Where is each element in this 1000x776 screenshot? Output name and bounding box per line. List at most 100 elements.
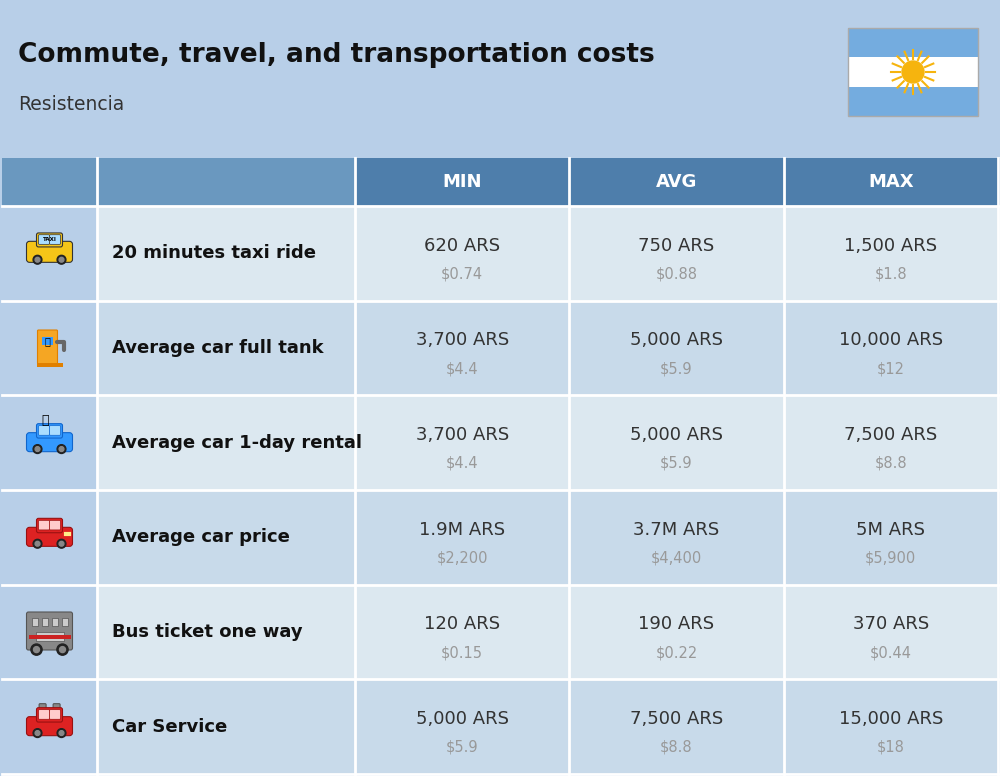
Bar [2,584,97,679]
Circle shape [57,539,66,548]
Text: Resistencia: Resistencia [18,95,124,114]
Circle shape [31,644,42,655]
Bar [2,300,1000,395]
Text: 1,500 ARS: 1,500 ARS [844,237,937,255]
Text: $5.9: $5.9 [660,362,693,376]
Text: 370 ARS: 370 ARS [853,615,929,633]
FancyBboxPatch shape [53,704,60,718]
FancyBboxPatch shape [39,704,46,718]
Bar [2,300,97,395]
Text: 3,700 ARS: 3,700 ARS [416,331,509,349]
Bar [2,395,1000,490]
Text: 620 ARS: 620 ARS [424,237,500,255]
Bar [848,87,978,116]
Text: 190 ARS: 190 ARS [638,615,715,633]
FancyBboxPatch shape [38,521,50,530]
Circle shape [33,539,42,548]
Text: Car Service: Car Service [112,718,227,736]
FancyBboxPatch shape [26,433,72,452]
Bar [36,632,64,641]
Bar [36,363,62,367]
Bar [2,584,1000,679]
Circle shape [35,258,40,262]
FancyBboxPatch shape [38,426,50,435]
Text: 15,000 ARS: 15,000 ARS [839,710,943,728]
Circle shape [59,731,64,736]
Bar [42,618,48,625]
Circle shape [35,731,40,736]
Text: $8.8: $8.8 [660,740,693,755]
FancyBboxPatch shape [50,426,60,435]
Text: $4.4: $4.4 [446,362,478,376]
Bar [62,618,68,625]
Text: $1.8: $1.8 [875,267,907,282]
Text: MIN: MIN [442,173,482,191]
Text: Average car full tank: Average car full tank [112,339,324,357]
Text: 3.7M ARS: 3.7M ARS [633,521,720,539]
Text: 5,000 ARS: 5,000 ARS [630,426,723,444]
Text: 3,700 ARS: 3,700 ARS [416,426,509,444]
Text: MAX: MAX [868,173,914,191]
Text: $0.44: $0.44 [870,646,912,660]
Bar [2,679,1000,774]
Circle shape [59,258,64,262]
Text: Bus ticket one way: Bus ticket one way [112,623,303,641]
Bar [2,158,1000,206]
FancyBboxPatch shape [50,521,60,530]
Text: 5M ARS: 5M ARS [856,521,925,539]
Circle shape [57,644,68,655]
FancyBboxPatch shape [26,717,72,736]
Bar [42,337,53,345]
Text: Average car 1-day rental: Average car 1-day rental [112,434,362,452]
Text: TAXI: TAXI [43,237,56,242]
FancyBboxPatch shape [26,528,72,546]
Text: $4.4: $4.4 [446,456,478,471]
FancyBboxPatch shape [50,234,60,244]
FancyBboxPatch shape [38,234,50,244]
Text: 7,500 ARS: 7,500 ARS [630,710,723,728]
Bar [32,618,38,625]
Bar [2,206,97,300]
FancyBboxPatch shape [36,424,62,438]
Circle shape [35,447,40,452]
Text: $0.22: $0.22 [655,646,698,660]
Text: 💧: 💧 [45,336,50,346]
Text: 20 minutes taxi ride: 20 minutes taxi ride [112,244,316,262]
Bar [2,206,1000,300]
Circle shape [59,542,64,546]
FancyBboxPatch shape [26,612,72,650]
Circle shape [35,542,40,546]
Bar [2,490,1000,584]
Text: 5,000 ARS: 5,000 ARS [416,710,509,728]
Text: $0.74: $0.74 [441,267,483,282]
Text: 10,000 ARS: 10,000 ARS [839,331,943,349]
Circle shape [57,729,66,737]
Circle shape [57,445,66,453]
Text: 7,500 ARS: 7,500 ARS [844,426,937,444]
Bar [2,490,97,584]
Circle shape [33,729,42,737]
Bar [848,57,978,87]
Circle shape [902,61,924,83]
Circle shape [34,646,40,653]
FancyBboxPatch shape [38,710,50,719]
Text: $2,200: $2,200 [436,551,488,566]
Bar [848,28,978,57]
Text: $0.15: $0.15 [441,646,483,660]
Bar [52,618,58,625]
Text: $0.88: $0.88 [656,267,698,282]
Bar [2,395,97,490]
Text: 5,000 ARS: 5,000 ARS [630,331,723,349]
Circle shape [57,255,66,264]
Text: 120 ARS: 120 ARS [424,615,500,633]
Circle shape [33,255,42,264]
Text: $5,900: $5,900 [865,551,916,566]
Circle shape [59,447,64,452]
FancyBboxPatch shape [50,710,60,719]
FancyBboxPatch shape [36,233,62,247]
Bar [28,635,70,639]
Text: AVG: AVG [656,173,697,191]
FancyBboxPatch shape [38,330,58,364]
Text: Average car price: Average car price [112,528,290,546]
Text: $4,400: $4,400 [651,551,702,566]
